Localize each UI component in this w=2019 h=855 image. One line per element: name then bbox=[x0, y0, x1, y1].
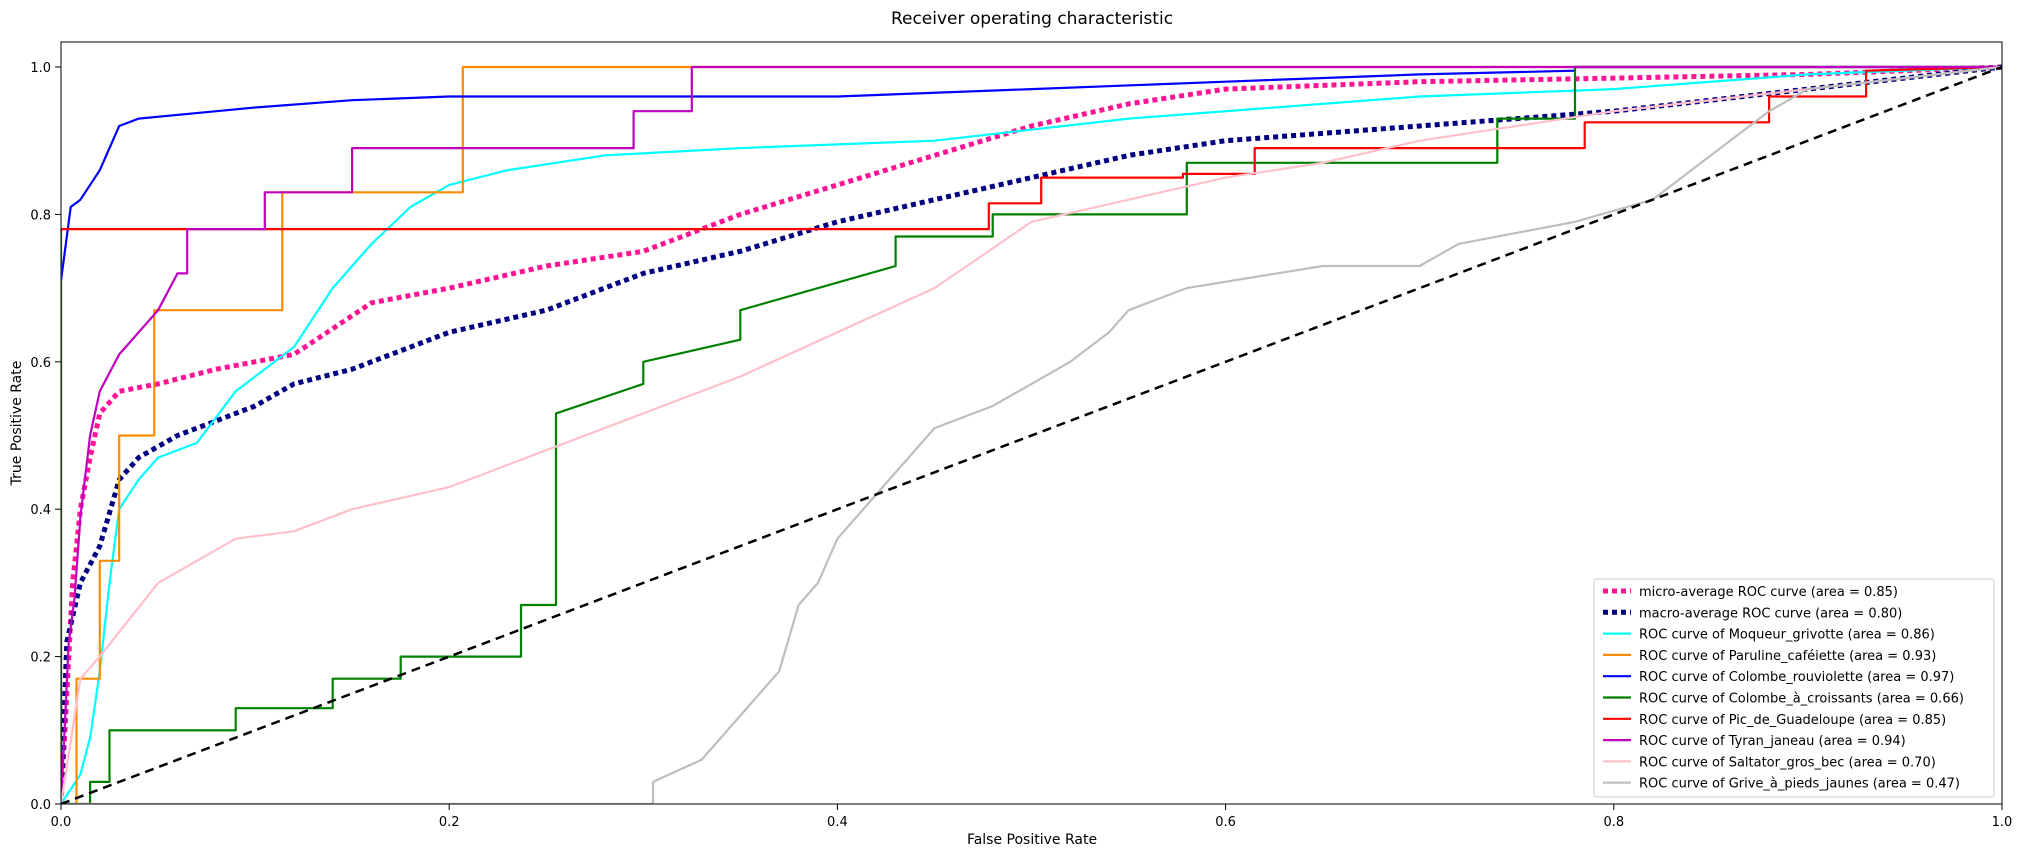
legend-label-1: macro-average ROC curve (area = 0.80) bbox=[1639, 606, 1902, 621]
y-tick-label: 0.8 bbox=[30, 208, 51, 223]
y-tick-label: 0.0 bbox=[30, 798, 51, 813]
y-tick-label: 0.2 bbox=[30, 651, 51, 666]
y-tick-label: 0.4 bbox=[30, 503, 51, 518]
series-line-9 bbox=[61, 65, 2002, 804]
series-line-1 bbox=[61, 64, 2002, 804]
legend: micro-average ROC curve (area = 0.85) mac… bbox=[1593, 578, 1995, 798]
legend-label-7: ROC curve of Tyran_janeau (area = 0.94) bbox=[1639, 734, 1906, 749]
x-tick-label: 0.0 bbox=[51, 815, 72, 830]
legend-label-6: ROC curve of Pic_de_Guadeloupe (area = 0… bbox=[1639, 713, 1946, 728]
legend-label-3: ROC curve of Paruline_caféiette (area = … bbox=[1639, 649, 1936, 664]
x-tick-label: 0.8 bbox=[1603, 815, 1624, 830]
x-tick-label: 0.4 bbox=[827, 815, 848, 830]
series-line-6 bbox=[61, 65, 2002, 804]
legend-label-9: ROC curve of Grive_à_pieds_jaunes (area … bbox=[1639, 777, 1960, 792]
legend-box bbox=[1593, 578, 1995, 798]
legend-label-8: ROC curve of Saltator_gros_bec (area = 0… bbox=[1639, 755, 1936, 770]
series-line-8 bbox=[61, 65, 2002, 804]
x-tick-label: 1.0 bbox=[1992, 815, 2013, 830]
y-tick-label: 1.0 bbox=[30, 61, 51, 76]
y-axis-label: True Positive Rate bbox=[9, 361, 25, 487]
series-line-2 bbox=[61, 65, 2002, 804]
x-tick-label: 0.6 bbox=[1215, 815, 1236, 830]
y-axis-ticks: 0.0 0.2 0.4 0.6 0.8 1.0 bbox=[30, 61, 61, 813]
plot-frame bbox=[60, 41, 2003, 805]
legend-label-0: micro-average ROC curve (area = 0.85) bbox=[1639, 585, 1898, 600]
series-line-4 bbox=[61, 65, 2002, 804]
x-axis-ticks: 0.0 0.2 0.4 0.6 0.8 1.0 bbox=[51, 804, 2013, 830]
series-line-7 bbox=[61, 65, 2002, 804]
legend-label-2: ROC curve of Moqueur_grivotte (area = 0.… bbox=[1639, 628, 1935, 643]
legend-label-4: ROC curve of Colombe_rouviolette (area =… bbox=[1639, 670, 1954, 685]
series-line-5 bbox=[61, 65, 2002, 804]
x-axis-label: False Positive Rate bbox=[967, 832, 1097, 848]
chance-diagonal-line bbox=[61, 65, 2002, 804]
series-line-0 bbox=[61, 64, 2002, 804]
chart-title: Receiver operating characteristic bbox=[891, 9, 1173, 29]
x-tick-label: 0.2 bbox=[439, 815, 460, 830]
plot-lines bbox=[61, 64, 2002, 804]
y-tick-label: 0.6 bbox=[30, 356, 51, 371]
series-line-3 bbox=[61, 65, 2002, 804]
legend-label-5: ROC curve of Colombe_à_croissants (area … bbox=[1639, 692, 1964, 707]
